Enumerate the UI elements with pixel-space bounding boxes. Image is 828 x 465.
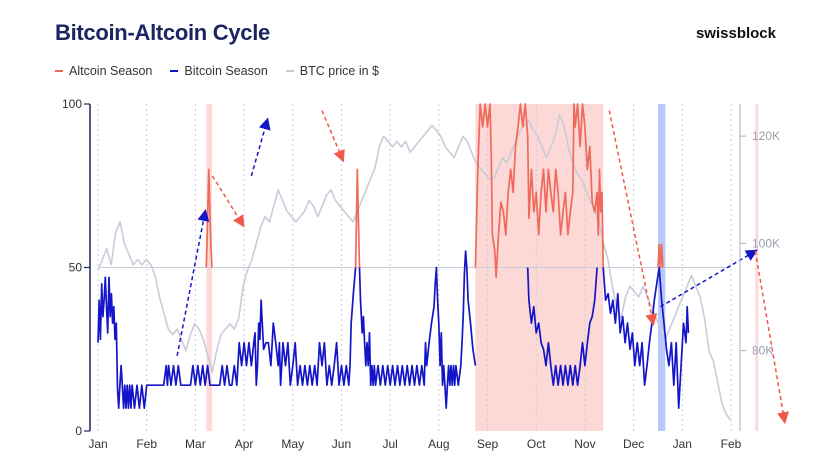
series-line-bitcoin-season-cont-2: [526, 267, 598, 387]
legend-label-bitcoin: Bitcoin Season: [184, 64, 268, 78]
x-tick-label-2: Mar: [185, 437, 206, 451]
x-tick-label-12: Jan: [673, 437, 692, 451]
legend-label-btc-price: BTC price in $: [299, 64, 379, 78]
x-tick-label-1: Feb: [136, 437, 157, 451]
x-tick-label-3: Apr: [235, 437, 254, 451]
legend-swatch-bitcoin: [170, 70, 179, 72]
x-tick-label-13: Feb: [721, 437, 742, 451]
x-tick-label-8: Sep: [477, 437, 499, 451]
x-tick-label-4: May: [281, 437, 304, 451]
trend-arrow-3: [321, 110, 345, 163]
x-tick-label-10: Nov: [574, 437, 595, 451]
x-tick-label-7: Aug: [428, 437, 449, 451]
right-tick-label-1: 100K: [752, 236, 780, 250]
series-line-btc-price-in: [97, 113, 732, 421]
x-tick-label-9: Oct: [527, 437, 546, 451]
legend-item-bitcoin: Bitcoin Season: [170, 64, 268, 78]
left-tick-label-1: 50: [69, 261, 83, 275]
altcoin-season-band-3: [755, 104, 759, 431]
trend-arrow-2: [250, 117, 271, 177]
trend-arrow-1: [211, 175, 245, 228]
right-tick-label-2: 120K: [752, 129, 780, 143]
chart-title: Bitcoin-Altcoin Cycle: [55, 20, 270, 45]
x-tick-label-0: Jan: [88, 437, 107, 451]
x-tick-label-11: Dec: [623, 437, 644, 451]
legend-label-altcoin: Altcoin Season: [69, 64, 153, 78]
series-line-altcoin-season-cont-2: [474, 103, 605, 279]
series-line-bitcoin-season-cont: [358, 250, 477, 409]
series-line-altcoin-season: [205, 168, 213, 268]
trend-arrow-4: [608, 110, 658, 327]
legend-swatch-altcoin: [55, 70, 63, 72]
legend-item-btc-price: BTC price in $: [285, 64, 379, 78]
series-line-bitcoin-season: [97, 267, 357, 409]
right-tick-label-0: 80K: [752, 344, 773, 358]
left-tick-label-0: 0: [75, 424, 82, 438]
legend-item-altcoin: Altcoin Season: [55, 64, 152, 78]
series-line-bitcoin-season-cont-3: [602, 266, 690, 409]
series-line-altcoin-season-cont-3: [657, 243, 664, 269]
left-tick-label-2: 100: [62, 97, 82, 111]
x-tick-label-5: Jun: [332, 437, 351, 451]
brand-logo: swissblock: [695, 25, 776, 42]
x-tick-label-6: Jul: [382, 437, 397, 451]
trend-arrow-5: [660, 249, 758, 308]
legend-swatch-btc-price: [285, 70, 294, 72]
series-line-altcoin-season-cont: [354, 168, 361, 268]
trend-arrow-0: [176, 208, 210, 356]
legend: Altcoin Season Bitcoin Season BTC price …: [55, 64, 379, 78]
trend-arrow-6: [754, 251, 789, 425]
